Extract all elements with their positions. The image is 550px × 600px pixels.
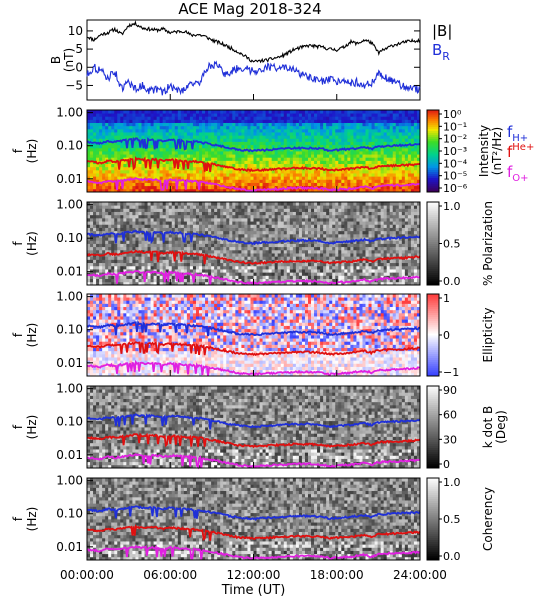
y-tick-label: 1.00 <box>56 382 83 396</box>
x-tick-label: 12:00:00 <box>227 568 281 582</box>
colorbar-tick-label: 90 <box>443 384 457 397</box>
gyrofreq-line-f_H <box>86 229 421 246</box>
colorbar-tick-label: 1 <box>443 292 450 305</box>
y-tick-label: 1.00 <box>56 106 83 120</box>
colorbar-tick-label: −1 <box>443 366 459 379</box>
series-b-total <box>86 20 421 64</box>
colorbar-tick-label: 30 <box>443 433 457 446</box>
ellipticity-y-label: f(Hz) <box>11 323 39 348</box>
y-tick-label: 0.10 <box>56 507 83 521</box>
y-tick-label: 0.10 <box>56 323 83 337</box>
gyrofreq-line-f_H <box>87 505 421 521</box>
gyrofreq-line-f_H <box>86 136 421 153</box>
colorbar-tick-label: 60 <box>443 409 457 422</box>
x-tick-label: 06:00:00 <box>143 568 197 582</box>
y-tick-label: 10 <box>68 24 83 38</box>
k-dot-b-spectrogram <box>87 386 421 469</box>
y-tick-label: 0.01 <box>56 265 83 279</box>
colorbar-tick-label: 10⁻¹ <box>443 120 467 133</box>
y-tick-label: 0.10 <box>56 231 83 245</box>
gyrofreq-line-f_He <box>86 156 421 173</box>
legend-O: fO+ <box>507 163 529 184</box>
ellipticity-colorbar-label: Ellipticity <box>481 308 495 363</box>
colorbar-tick-label: 10⁻⁴ <box>443 157 468 170</box>
legend-b-r: BR <box>432 41 450 63</box>
colorbar-tick-label: 1.0 <box>443 200 461 213</box>
polarization-y-label: f(Hz) <box>11 231 39 256</box>
field-panel-frame <box>86 19 421 101</box>
y-tick-label: 1.00 <box>56 198 83 212</box>
colorbar-tick-label: 0 <box>443 458 450 471</box>
coherency-colorbar <box>426 477 442 561</box>
y-tick-label: 1.00 <box>56 290 83 304</box>
y-tick-label: 1.00 <box>56 474 83 488</box>
ellipticity-spectrogram <box>87 294 421 377</box>
k-dot-b-colorbar <box>426 385 442 469</box>
gyrofreq-line-f_He <box>86 432 421 449</box>
colorbar-tick-label: 0.5 <box>443 238 461 251</box>
series-b-r <box>86 60 421 96</box>
k-dot-b-y-label: f(Hz) <box>11 415 39 440</box>
colorbar-tick-label: 1.0 <box>443 476 461 489</box>
coherency-colorbar-label: Coherency <box>481 487 495 551</box>
y-tick-label: 5 <box>75 42 83 56</box>
polarization-colorbar-label: % Polarization <box>481 201 495 286</box>
y-tick-label: 0.10 <box>56 415 83 429</box>
colorbar-tick-label: 0.5 <box>443 513 461 526</box>
coherency-y-label: f(Hz) <box>11 507 39 532</box>
gyrofreq-line-f_He <box>86 524 421 541</box>
gyrofreq-line-f_H <box>86 320 421 337</box>
x-tick-label: 24:00:00 <box>393 568 447 582</box>
colorbar-tick-label: 10⁰ <box>443 108 462 121</box>
field-y-label: B(nT) <box>49 48 76 72</box>
intensity-colorbar-label: Intensity(nT²/Hz) <box>477 125 504 177</box>
intensity-y-label: f(Hz) <box>11 139 39 164</box>
colorbar-tick-label: 10⁻² <box>443 133 467 146</box>
colorbar-tick-label: 0 <box>443 329 450 342</box>
y-tick-label: 0.10 <box>56 139 83 153</box>
colorbar-tick-label: 0.0 <box>443 275 461 288</box>
y-tick-label: 0.01 <box>56 448 83 462</box>
legend-b-total: |B| <box>432 22 452 40</box>
y-tick-label: 0.01 <box>56 356 83 370</box>
x-tick-label: 00:00:00 <box>60 568 114 582</box>
figure-title: ACE Mag 2018-324 <box>178 0 321 18</box>
ellipticity-colorbar <box>426 293 442 377</box>
k-dot-b-colorbar-label: k dot B(Deg) <box>481 406 508 448</box>
gyrofreq-line-f_He <box>86 249 421 265</box>
gyrofreq-line-f_H <box>86 413 421 430</box>
colorbar-tick-label: 10⁻⁵ <box>443 170 467 183</box>
y-tick-label: −5 <box>65 78 83 92</box>
polarization-colorbar <box>426 201 442 286</box>
legend-He: fHe+ <box>507 142 534 161</box>
y-tick-label: 0.01 <box>56 540 83 554</box>
legend-H: fH+ <box>507 123 528 144</box>
gyrofreq-line-f_He <box>86 341 421 357</box>
x-axis-label: Time (UT) <box>221 583 286 598</box>
y-tick-label: 0 <box>75 60 83 74</box>
colorbar-tick-label: 10⁻⁶ <box>443 182 468 195</box>
intensity-colorbar <box>426 109 442 193</box>
x-tick-label: 18:00:00 <box>310 568 364 582</box>
colorbar-tick-label: 0.0 <box>443 550 461 563</box>
colorbar-tick-label: 10⁻³ <box>443 145 467 158</box>
y-tick-label: 0.01 <box>56 172 83 186</box>
